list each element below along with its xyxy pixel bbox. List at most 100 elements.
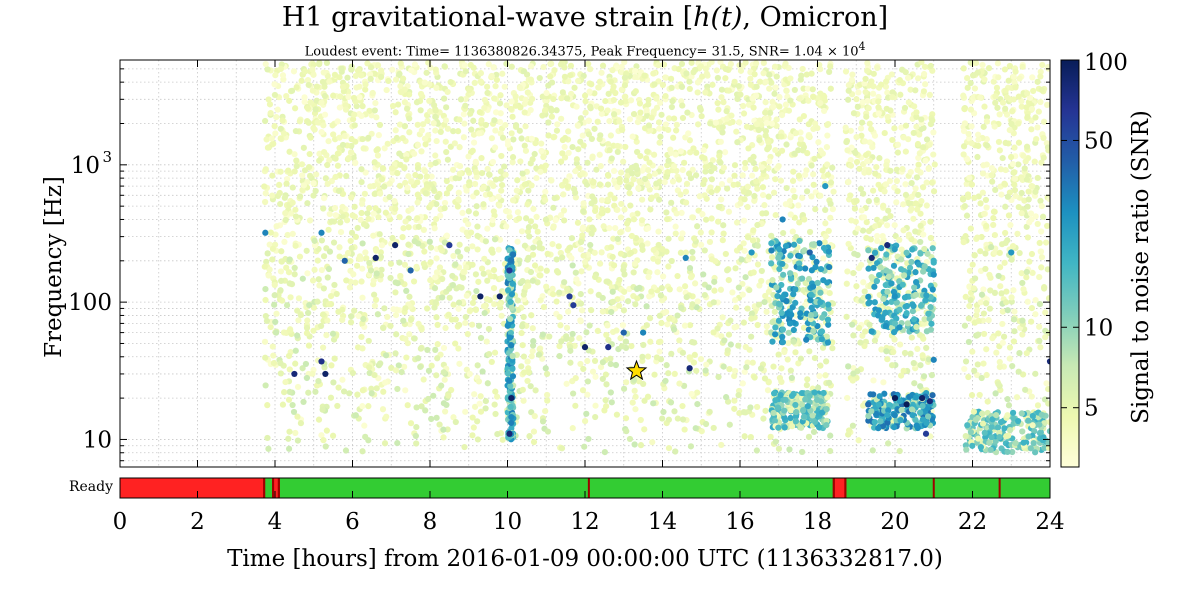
trigger-point [399,134,406,142]
trigger-point [771,308,778,315]
trigger-point [823,358,830,365]
trigger-point [696,193,703,200]
trigger-point [887,167,894,174]
trigger-point [475,278,482,285]
trigger-point [483,295,491,303]
trigger-point [679,114,687,122]
trigger-point [572,402,579,409]
trigger-point [600,223,607,230]
trigger-point [358,200,366,207]
trigger-point [983,300,990,307]
trigger-point [303,247,310,254]
trigger-point [854,251,861,259]
trigger-point [329,432,337,439]
trigger-point [330,131,337,138]
trigger-point [482,121,489,129]
trigger-point [294,307,301,314]
trigger-point [778,133,785,140]
trigger-point [471,180,479,188]
trigger-point [822,220,829,227]
trigger-point [334,118,341,125]
trigger-point [553,107,560,114]
trigger-point [658,111,665,118]
trigger-point [421,168,429,175]
trigger-point [588,307,595,314]
trigger-point [630,216,638,223]
trigger-point [918,60,925,66]
trigger-point [771,417,779,424]
trigger-point [528,353,535,360]
trigger-point [798,389,806,397]
trigger-point [912,87,919,94]
trigger-point [499,436,506,443]
trigger-point [1006,344,1014,351]
trigger-point [378,242,386,249]
trigger-point [1008,256,1015,263]
trigger-point [759,184,767,191]
trigger-point [820,255,827,262]
trigger-point [910,129,917,137]
trigger-point [597,162,604,170]
trigger-point [270,359,278,367]
trigger-point [318,128,325,136]
trigger-point [778,111,786,119]
trigger-point [508,304,515,311]
trigger-point [310,327,317,334]
trigger-point [914,206,921,213]
trigger-point [599,375,606,383]
trigger-point [643,322,650,329]
trigger-point [592,373,599,380]
trigger-point [402,218,409,225]
trigger-point [587,288,594,295]
trigger-point [844,268,851,275]
trigger-point [462,102,469,109]
trigger-point [845,178,852,185]
trigger-point [749,172,756,179]
trigger-point [472,210,480,217]
trigger-point [486,191,493,198]
trigger-point [292,213,300,220]
trigger-point [918,116,925,123]
trigger-point [432,215,440,223]
trigger-point [1038,86,1045,94]
trigger-point [742,274,749,281]
trigger-point [516,84,524,91]
trigger-point [795,202,802,209]
trigger-point [538,140,545,147]
trigger-point [403,287,410,294]
trigger-point [927,234,934,242]
trigger-point [855,437,862,444]
trigger-point [418,127,425,134]
trigger-point [766,85,773,92]
trigger-point [356,83,363,90]
trigger-point [961,203,968,210]
trigger-point [367,71,374,78]
trigger-point [460,111,467,118]
trigger-point [427,259,434,266]
trigger-point [310,304,318,311]
trigger-point [387,260,395,267]
trigger-point [482,238,489,245]
trigger-point [852,149,859,156]
trigger-point [533,165,540,172]
trigger-point [770,189,778,196]
trigger-point [1037,344,1044,351]
trigger-point [1003,94,1011,101]
trigger-point [686,137,693,144]
trigger-point [891,125,898,132]
trigger-point [559,89,566,96]
trigger-point [1038,159,1045,166]
trigger-point [407,420,415,427]
trigger-point [294,332,301,339]
trigger-point [778,378,785,386]
trigger-point [653,354,661,361]
trigger-point [915,161,922,168]
trigger-point [272,72,279,79]
trigger-point [356,94,363,101]
trigger-point [313,83,321,90]
trigger-point [1042,239,1050,246]
trigger-point [715,106,722,113]
trigger-point [793,408,800,416]
trigger-point [916,131,923,138]
trigger-point [310,61,317,68]
